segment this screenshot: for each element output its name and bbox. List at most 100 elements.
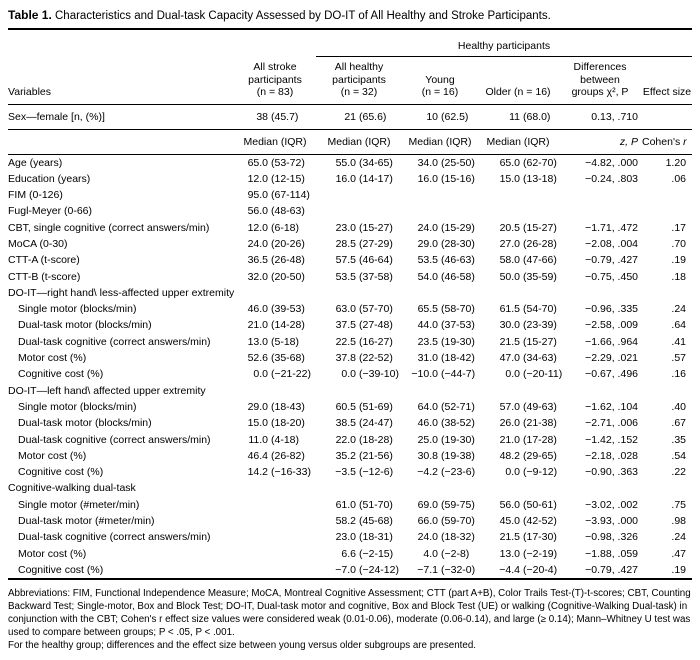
- column-header-older: Older (n = 16): [478, 56, 558, 105]
- row-label: Motor cost (%): [18, 449, 87, 462]
- cell-effect-size: .19: [671, 563, 687, 576]
- cell-stroke: 38 (45.7): [234, 104, 316, 130]
- iqr-range: (52-71): [441, 400, 475, 413]
- table-row: Dual-task cognitive (correct answers/min…: [8, 334, 692, 350]
- cell-young: −10.0 (−44-7): [402, 366, 478, 382]
- table-row: Cognitive cost (%) −7.0 (−24-12) −7.1 (−32-0…: [8, 562, 692, 579]
- iqr-range: (−2-15): [359, 547, 394, 560]
- cell-young: 54.0 (46-58): [402, 269, 478, 285]
- iqr-range: (65.6): [359, 110, 387, 123]
- cell-stroke: [234, 497, 316, 513]
- iqr-range: (26-82): [271, 449, 305, 462]
- cell-effect-size: .98: [671, 515, 687, 528]
- cell-stroke: 0.0 (−21-22): [234, 366, 316, 382]
- cell-older: 58.0 (47-66): [478, 252, 558, 268]
- table-row: Cognitive cost (%) 14.2 (−16-33) −3.5 (−12-6…: [8, 464, 692, 480]
- row-label: Motor cost (%): [18, 352, 87, 365]
- iqr-range: (47-66): [523, 254, 557, 267]
- cell-z-p: −1.66, .964: [585, 335, 638, 348]
- spanner-row: Healthy participants: [8, 30, 693, 57]
- column-header-effect-size: Effect size: [642, 56, 693, 105]
- subheader-z-p: z, P: [558, 129, 642, 155]
- median-value: 95.0: [247, 189, 268, 202]
- iqr-range: (34-63): [523, 352, 557, 365]
- column-header-all-healthy: All healthy participants (n = 32): [316, 56, 402, 105]
- iqr-range: (22-52): [359, 352, 393, 365]
- median-value: 58.2: [335, 515, 356, 528]
- cell-healthy: 37.5 (27-48): [316, 317, 402, 333]
- iqr-range: (67-114): [271, 189, 310, 202]
- cell-healthy: 60.5 (51-69): [316, 399, 402, 415]
- footnote-abbreviations: Abbreviations: FIM, Functional Independe…: [8, 588, 691, 639]
- cell-young: 44.0 (37-53): [402, 317, 478, 333]
- iqr-range: (21-56): [359, 449, 393, 462]
- iqr-range: (29-65): [523, 449, 557, 462]
- row-label: Fugl-Meyer (0-66): [8, 205, 93, 218]
- median-value: 38: [256, 110, 268, 123]
- iqr-range: (53-72): [271, 156, 305, 169]
- median-value: 20.5: [499, 221, 520, 234]
- median-value: 35.2: [335, 449, 356, 462]
- iqr-range: (15-27): [523, 335, 557, 348]
- cell-older: [478, 187, 558, 203]
- cell-young: −7.1 (−32-0): [402, 562, 478, 579]
- median-value: 57.5: [335, 254, 356, 267]
- table-row: Dual-task motor (#meter/min) 58.2 (45-68) 6…: [8, 513, 692, 529]
- cell-healthy: 21 (65.6): [316, 104, 402, 130]
- row-label: Dual-task motor (blocks/min): [18, 417, 152, 430]
- cell-effect-size: [642, 203, 692, 219]
- cell-stroke: 13.0 (5-18): [234, 334, 316, 350]
- median-value: 45.0: [499, 515, 520, 528]
- median-value: 12.0: [247, 221, 268, 234]
- median-value: 57.0: [499, 400, 520, 413]
- iqr-range: (−20-11): [523, 368, 563, 381]
- cell-young: 29.0 (28-30): [402, 236, 478, 252]
- cell-effect-size: .17: [671, 221, 687, 234]
- iqr-range: (57-70): [359, 303, 393, 316]
- median-value: 0.0: [505, 368, 520, 381]
- cell-stroke: 52.6 (35-68): [234, 350, 316, 366]
- cell-young: 46.0 (38-52): [402, 415, 478, 431]
- header-line: participants: [332, 73, 386, 86]
- section-row: DO-IT—right hand\ less-affected upper ex…: [8, 285, 692, 301]
- iqr-range: (46-64): [359, 254, 393, 267]
- median-value: 47.0: [499, 352, 520, 365]
- cell-older: [478, 203, 558, 219]
- cell-young: 53.5 (46-63): [402, 252, 478, 268]
- cell-stroke: [234, 546, 316, 562]
- cell-stroke: 32.0 (20-50): [234, 269, 316, 285]
- cell-effect-size: [642, 104, 693, 130]
- row-label: Dual-task cognitive (correct answers/min…: [18, 531, 211, 544]
- column-header-stroke: All stroke participants (n = 83): [234, 56, 316, 105]
- iqr-range: (28-30): [441, 237, 475, 250]
- table-title: Table 1. Characteristics and Dual-task C…: [8, 8, 692, 30]
- iqr-range: (54-70): [523, 303, 557, 316]
- cell-z-p: −0.75, .450: [585, 270, 638, 283]
- section-row: DO-IT—left hand\ affected upper extremit…: [8, 383, 692, 399]
- healthy-participants-spanner: Healthy participants: [316, 30, 693, 57]
- cell-stroke: 46.4 (26-82): [234, 448, 316, 464]
- median-value: 23.0: [335, 221, 356, 234]
- row-label: Dual-task motor (blocks/min): [18, 319, 152, 332]
- iqr-range: (37-53): [441, 319, 475, 332]
- median-value: 10: [426, 110, 438, 123]
- iqr-range: (45.7): [271, 110, 299, 123]
- median-value: 44.0: [417, 319, 438, 332]
- table-row: Dual-task motor (blocks/min) 15.0 (18-20) 3…: [8, 415, 692, 431]
- cell-z-p: −1.88, .059: [585, 547, 638, 560]
- table-row: FIM (0-126) 95.0 (67-114): [8, 187, 692, 203]
- header-line: (n = 83): [256, 86, 294, 98]
- cell-older: 56.0 (50-61): [478, 497, 558, 513]
- cell-z-p: −0.79, .427: [585, 563, 638, 576]
- cell-older: 21.0 (17-28): [478, 432, 558, 448]
- table-caption: Characteristics and Dual-task Capacity A…: [55, 10, 551, 22]
- iqr-range: (−39-10): [359, 368, 399, 381]
- iqr-range: (−2-19): [523, 547, 558, 560]
- cell-stroke: 65.0 (53-72): [234, 154, 316, 171]
- median-value: 30.8: [417, 449, 438, 462]
- iqr-range: (−9-12): [523, 466, 558, 479]
- median-value: 56.0: [247, 205, 268, 218]
- median-value: 65.0: [499, 156, 520, 169]
- row-label: CBT, single cognitive (correct answers/m…: [8, 221, 210, 234]
